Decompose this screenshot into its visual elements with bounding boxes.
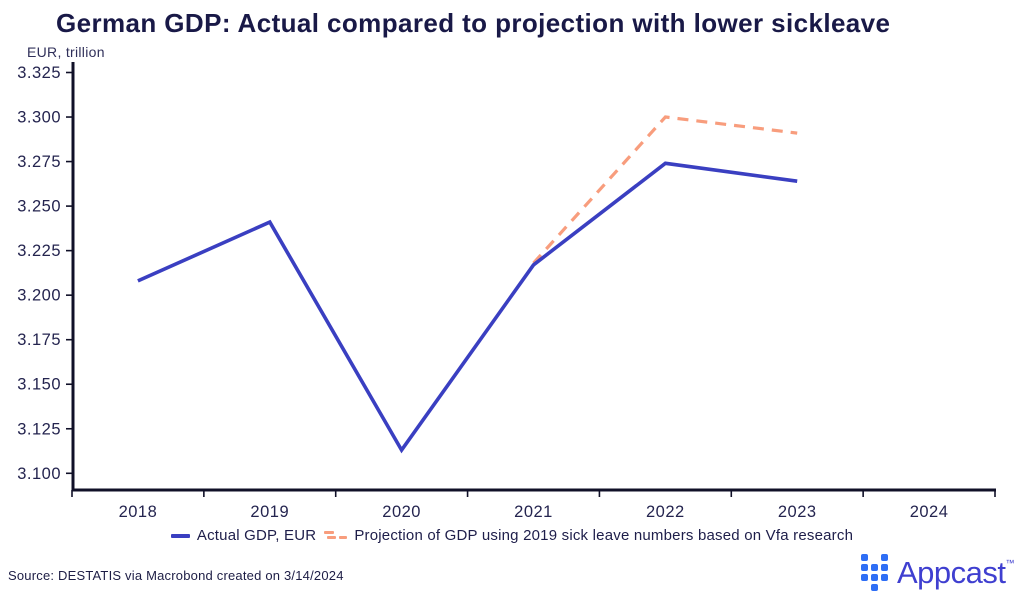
y-axis-unit-label: EUR, trillion bbox=[27, 44, 105, 60]
legend-item-projection: Projection of GDP using 2019 sick leave … bbox=[324, 527, 853, 544]
appcast-logo: Appcast™ bbox=[860, 554, 1015, 591]
svg-text:3.175: 3.175 bbox=[17, 331, 61, 349]
svg-text:2021: 2021 bbox=[514, 503, 553, 521]
trademark-symbol: ™ bbox=[1005, 558, 1015, 568]
svg-text:2022: 2022 bbox=[646, 503, 685, 521]
svg-text:3.275: 3.275 bbox=[17, 153, 61, 171]
svg-text:3.150: 3.150 bbox=[17, 376, 61, 394]
svg-text:3.100: 3.100 bbox=[17, 465, 61, 483]
legend-label-actual: Actual GDP, EUR bbox=[196, 527, 317, 544]
chart-legend: Actual GDP, EUR Projection of GDP using … bbox=[0, 527, 1024, 544]
svg-text:3.250: 3.250 bbox=[17, 198, 61, 216]
svg-text:3.225: 3.225 bbox=[17, 242, 61, 260]
svg-text:2023: 2023 bbox=[778, 503, 817, 521]
svg-text:2020: 2020 bbox=[382, 503, 421, 521]
svg-text:3.125: 3.125 bbox=[17, 420, 61, 438]
legend-item-actual: Actual GDP, EUR bbox=[170, 527, 317, 544]
svg-text:2019: 2019 bbox=[250, 503, 289, 521]
solid-line-marker-icon bbox=[170, 533, 190, 538]
appcast-wordmark: Appcast™ bbox=[896, 555, 1015, 590]
chart-title: German GDP: Actual compared to projectio… bbox=[56, 8, 891, 38]
svg-text:3.325: 3.325 bbox=[17, 64, 61, 82]
legend-label-projection: Projection of GDP using 2019 sick leave … bbox=[354, 527, 854, 544]
dashed-line-marker-icon bbox=[324, 531, 348, 540]
svg-text:2024: 2024 bbox=[910, 503, 949, 521]
source-attribution: Source: DESTATIS via Macrobond created o… bbox=[8, 568, 344, 583]
svg-text:3.200: 3.200 bbox=[17, 287, 61, 305]
appcast-logo-icon bbox=[860, 554, 888, 591]
chart-footer: Source: DESTATIS via Macrobond created o… bbox=[0, 549, 1024, 597]
svg-text:2018: 2018 bbox=[119, 503, 158, 521]
svg-text:3.300: 3.300 bbox=[17, 109, 61, 127]
